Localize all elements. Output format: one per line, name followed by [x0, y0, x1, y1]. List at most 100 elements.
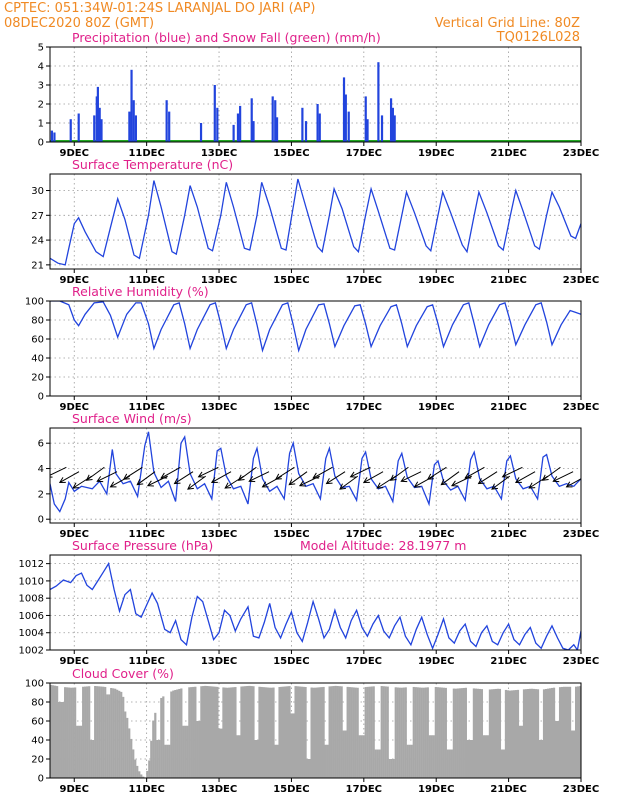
- cloud-bar: [118, 690, 121, 778]
- cloud-bar: [80, 725, 83, 778]
- precip-ytick-label: 3: [38, 81, 44, 92]
- precip-bar: [301, 107, 304, 142]
- cloud-bar: [116, 689, 119, 778]
- precip-bar: [275, 117, 279, 142]
- humidity-ytick-label: 0: [38, 392, 44, 403]
- cloud-bar: [512, 690, 516, 778]
- wind-arrow: [136, 471, 156, 486]
- temperature-ytick-label: 21: [31, 260, 44, 271]
- cloud-bar: [136, 765, 139, 778]
- precip-bar: [213, 85, 216, 142]
- precip-ytick-label: 0: [38, 138, 44, 149]
- precip-ytick-label: 4: [38, 62, 44, 73]
- cloud-bar: [444, 687, 447, 778]
- cloud-bar: [64, 687, 67, 778]
- wind-ytick-label: 2: [38, 489, 44, 500]
- pressure-frame: [49, 554, 582, 651]
- cloud-bar: [534, 689, 538, 778]
- cloud-bar: [530, 688, 534, 778]
- wind-arrow: [349, 466, 371, 478]
- cloud-bar: [224, 687, 227, 778]
- cloud-bar: [458, 688, 461, 778]
- precip-bar: [165, 100, 168, 142]
- cloud-bar: [338, 686, 341, 778]
- precip-title: Precipitation (blue) and Snow Fall (gree…: [72, 30, 381, 45]
- cloud-bar: [380, 686, 383, 778]
- cloud-bar: [550, 687, 554, 778]
- precip-bar: [100, 119, 103, 142]
- wind-xtick-label: 19DEC: [418, 529, 454, 540]
- cloud-bar: [332, 686, 335, 778]
- cloud-bar: [66, 687, 69, 778]
- cloud-bar: [466, 740, 469, 778]
- cloud-bar: [430, 735, 433, 778]
- cloud-bar: [456, 688, 459, 778]
- cloud-bar: [266, 687, 269, 778]
- cloud-bar: [78, 725, 81, 778]
- precip-bar: [98, 107, 101, 142]
- cloud-bar: [424, 687, 427, 778]
- humidity-frame: [49, 300, 582, 397]
- cloud-bar: [350, 687, 353, 778]
- pressure-ytick-label: 1004: [19, 628, 44, 639]
- cloud-bar: [186, 725, 189, 778]
- cloud-bar: [482, 735, 486, 778]
- cloud-bar: [484, 735, 488, 778]
- wind-arrow: [362, 471, 384, 483]
- wind-arrow: [325, 471, 346, 485]
- cloud-bar: [256, 740, 259, 778]
- cloud-bar: [96, 686, 99, 778]
- cloud-bar: [378, 749, 381, 778]
- cloud-bar: [372, 686, 375, 778]
- cloud-bar: [164, 744, 167, 778]
- wind-arrow: [400, 471, 422, 483]
- cloud-bar: [472, 688, 475, 778]
- precip-bar: [128, 111, 131, 142]
- pressure-xtick-label: 11DEC: [128, 656, 164, 667]
- precip-bar: [316, 104, 319, 142]
- cloud-bar: [140, 774, 143, 778]
- cloud-bar: [348, 687, 351, 778]
- panel-pressure: Surface Pressure (hPa) Model Altitude: 28…: [19, 538, 600, 667]
- cloud-bar: [310, 687, 313, 778]
- cloud-bar: [184, 725, 187, 778]
- cloud-bar: [292, 713, 295, 778]
- temperature-series-line: [50, 178, 581, 266]
- cloud-bar: [214, 686, 217, 778]
- cloud-bar: [538, 740, 542, 778]
- cloud-bar: [556, 721, 560, 778]
- cloud-bar: [130, 738, 133, 778]
- cloud-bar: [394, 687, 397, 778]
- cloud-bar: [426, 687, 429, 778]
- precip-bar: [342, 77, 346, 142]
- cloud-bar: [374, 749, 377, 778]
- cloud-bar: [476, 688, 480, 778]
- cloud-bar: [228, 687, 231, 778]
- cloud-bar: [242, 686, 245, 778]
- wind-arrow: [501, 466, 523, 478]
- cloud-bar: [104, 686, 107, 778]
- cloud-bar: [284, 686, 287, 778]
- wind-arrow: [288, 471, 308, 486]
- cloud-bar: [132, 749, 135, 778]
- precip-frame: [49, 46, 582, 143]
- cloud-bar: [562, 686, 566, 778]
- header-date: 08DEC2020 80Z (GMT): [4, 16, 154, 31]
- cloud-bar: [134, 759, 137, 778]
- cloud-bar: [382, 686, 385, 778]
- cloud-bar: [68, 687, 71, 778]
- humidity-xtick-label: 19DEC: [418, 402, 454, 413]
- cloud-bar: [204, 685, 207, 778]
- cloud-bar: [352, 687, 355, 778]
- wind-arrow: [85, 466, 105, 481]
- cloud-bar: [568, 686, 572, 778]
- cloud-title: Cloud Cover (%): [72, 666, 174, 681]
- cloud-bar: [320, 687, 323, 778]
- cloud-ytick-label: 0: [38, 774, 44, 785]
- temperature-xtick-label: 9DEC: [60, 275, 89, 286]
- wind-xtick-label: 9DEC: [60, 529, 89, 540]
- cloud-bar: [410, 744, 413, 778]
- cloud-bar: [280, 686, 283, 778]
- header-location: CPTEC: 051:34W-01:24S LARANJAL DO JARI (…: [4, 1, 315, 16]
- precip-bar: [391, 107, 394, 142]
